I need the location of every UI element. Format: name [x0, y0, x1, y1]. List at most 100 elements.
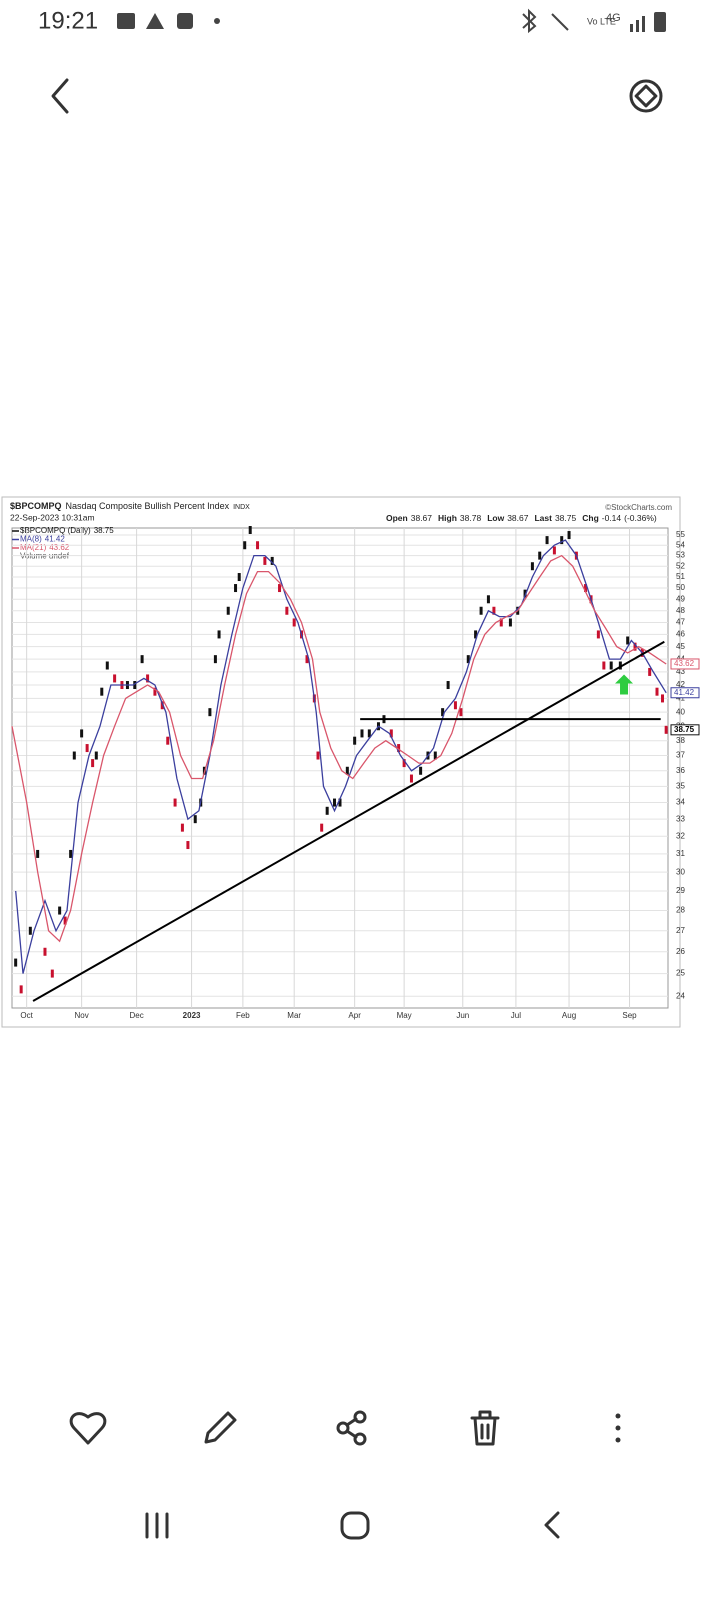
price-bar: [292, 618, 296, 627]
legend-entry: $BPCOMPQ (Daily) 38.75: [20, 526, 114, 535]
quote-label: Open: [386, 513, 408, 523]
price-bar: [243, 541, 247, 550]
y-tick-label: 40: [676, 707, 685, 716]
x-tick-label: Feb: [236, 1011, 250, 1020]
x-tick-label: Mar: [287, 1011, 301, 1020]
price-bar: [389, 729, 393, 738]
moving-average: [15, 539, 667, 974]
price-bar: [285, 606, 289, 615]
x-tick-label: Apr: [348, 1011, 361, 1020]
y-tick-label: 47: [676, 618, 685, 627]
x-tick-label: Jun: [456, 1011, 469, 1020]
price-bar: [545, 536, 549, 545]
price-bar: [113, 674, 117, 683]
price-bar: [14, 958, 18, 967]
quote-value: -0.14: [602, 513, 622, 523]
price-bar: [353, 736, 357, 745]
price-bar: [367, 729, 371, 738]
price-bar: [325, 806, 329, 815]
price-bar: [69, 849, 73, 858]
price-bar: [486, 595, 490, 604]
price-bar: [173, 798, 177, 807]
legend-name: MA(8): [20, 535, 42, 544]
symbol: $BPCOMPQ: [10, 501, 62, 511]
price-bar: [248, 526, 252, 535]
x-tick-label: 2023: [183, 1011, 201, 1020]
chart-title: Nasdaq Composite Bullish Percent Index: [66, 501, 230, 511]
price-bar: [166, 736, 170, 745]
y-tick-label: 43: [676, 667, 685, 676]
arrow-marker: [615, 674, 634, 695]
recents-button[interactable]: [145, 1512, 169, 1539]
y-tick-label: 50: [676, 583, 685, 592]
y-tick-label: 53: [676, 551, 685, 560]
legend-value: 43.62: [49, 543, 70, 552]
delete-button[interactable]: [470, 1410, 500, 1446]
price-bar: [105, 661, 109, 670]
price-bar: [479, 606, 483, 615]
price-bar: [91, 759, 95, 768]
x-tick-label: May: [397, 1011, 412, 1020]
x-tick-label: Jul: [511, 1011, 521, 1020]
price-bar: [419, 766, 423, 775]
price-bar: [523, 589, 527, 598]
last-value-label: 41.42: [674, 688, 695, 697]
y-tick-label: 34: [676, 798, 685, 807]
price-bar: [213, 655, 217, 664]
y-tick-label: 33: [676, 814, 685, 823]
y-tick-label: 30: [676, 867, 685, 876]
toolbar: [69, 1410, 621, 1446]
quote: Open 38.67 High 38.78 Low 38.67 Last 38.75 Chg -0…: [386, 513, 657, 523]
price-bar: [453, 701, 457, 710]
y-tick-label: 35: [676, 782, 685, 791]
price-bar: [72, 751, 76, 760]
back-button[interactable]: [51, 78, 69, 114]
price-bar: [661, 694, 665, 703]
last-value-box: [670, 658, 700, 670]
y-tick-label: 55: [676, 530, 685, 539]
more-button[interactable]: [615, 1413, 621, 1443]
last-value-box: [670, 687, 700, 699]
quote-value: 38.67: [507, 513, 529, 523]
price-bar: [237, 573, 241, 582]
y-tick-label: 28: [676, 906, 685, 915]
x-tick-label: Sep: [622, 1011, 637, 1020]
price-bar: [584, 584, 588, 593]
favorite-button[interactable]: [69, 1412, 107, 1445]
y-tick-label: 54: [676, 540, 685, 549]
price-bar: [474, 630, 478, 639]
exchange: INDX: [233, 504, 250, 511]
edit-button[interactable]: [204, 1411, 237, 1444]
price-bar: [338, 798, 342, 807]
price-bar: [256, 541, 260, 550]
price-bar: [633, 642, 637, 651]
share-button[interactable]: [336, 1410, 367, 1446]
price-bar: [208, 708, 212, 717]
price-bar: [441, 708, 445, 717]
y-tick-label: 48: [676, 606, 685, 615]
x-tick-label: Oct: [20, 1011, 33, 1020]
chg-pct: (-0.36%): [624, 513, 657, 523]
last-value-label: 43.62: [674, 659, 695, 668]
legend-entry: MA(8) 41.42: [20, 535, 65, 544]
price-bar: [602, 661, 606, 670]
home-button[interactable]: [340, 1511, 370, 1540]
price-bar: [50, 969, 54, 978]
y-tick-label: 46: [676, 630, 685, 639]
price-bar: [560, 536, 564, 545]
quote-label: Last: [534, 513, 552, 523]
price-bar: [459, 708, 463, 717]
price-bar: [397, 744, 401, 753]
status-icons: [117, 8, 666, 34]
y-tick-label: 24: [676, 991, 685, 1000]
y-tick-label: 29: [676, 886, 685, 895]
price-bar: [492, 606, 496, 615]
source: ©StockCharts.com: [605, 503, 672, 512]
nav-back-button[interactable]: [544, 1511, 560, 1539]
quote-label: High: [438, 513, 457, 523]
price-bar: [100, 687, 104, 696]
rotate-button[interactable]: [629, 79, 663, 113]
price-bar: [552, 546, 556, 555]
price-bar: [226, 606, 230, 615]
chart: $BPCOMPQ Nasdaq Composite Bullish Percent…: [10, 501, 700, 1020]
